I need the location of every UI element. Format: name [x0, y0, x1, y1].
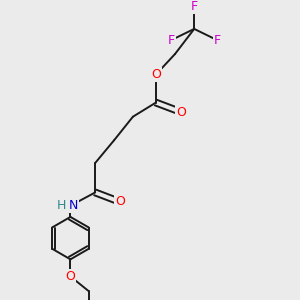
Text: O: O [176, 106, 186, 118]
Text: F: F [168, 34, 175, 46]
Text: N: N [69, 199, 78, 212]
Text: O: O [65, 270, 75, 283]
Text: O: O [151, 68, 161, 81]
Text: F: F [190, 0, 198, 13]
Text: F: F [214, 34, 221, 46]
Text: H: H [57, 199, 66, 212]
Text: O: O [115, 195, 125, 208]
